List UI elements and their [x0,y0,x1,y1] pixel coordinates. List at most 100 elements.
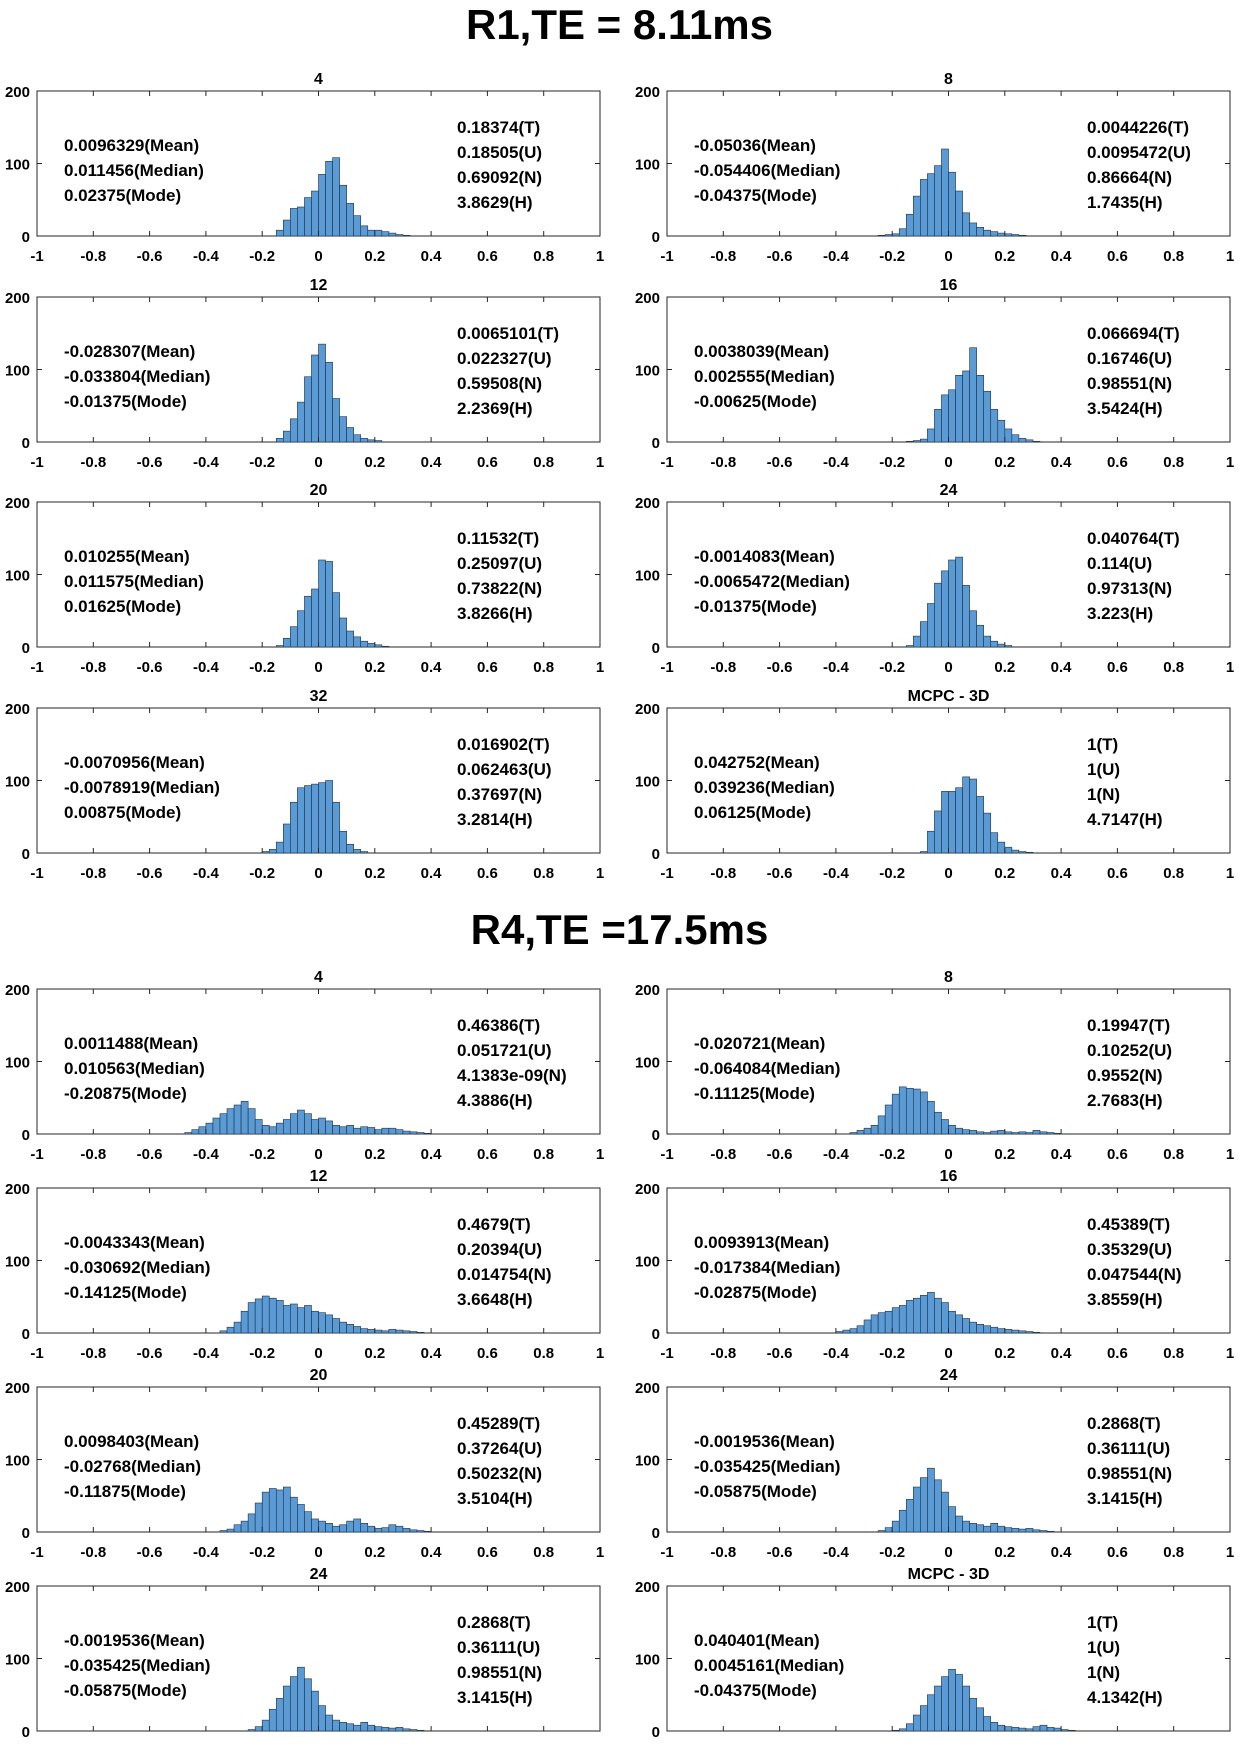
histogram-bar [941,791,949,854]
histogram-bar [318,1117,326,1135]
histogram-bar [226,1326,235,1334]
y-tick-label: 0 [22,1525,30,1542]
histogram-bar [990,1326,999,1334]
histogram-bar [877,1530,886,1533]
stats-left-line: 0.02375(Mode) [64,186,181,205]
x-tick-label: 0.4 [421,1345,443,1362]
histogram-bar [325,561,333,648]
stats-right-line: 0.066694(T) [1087,324,1180,343]
stats-left-line: -0.11875(Mode) [64,1482,186,1501]
histogram-bar [297,1109,305,1135]
histogram-bar [941,1676,949,1732]
histogram-bar [254,1298,263,1334]
x-tick-label: 0.6 [1107,454,1128,471]
histogram-bar [969,1523,977,1533]
x-tick-label: -1 [30,1544,43,1561]
x-tick-label: 0 [314,1544,322,1561]
x-tick-label: -1 [660,659,673,676]
histogram-bar [891,1307,900,1334]
histogram-bar [969,222,977,237]
histogram-bar [1046,1530,1055,1533]
panel-title: 4 [314,969,323,986]
histogram-bar [339,617,347,648]
histogram-bar [1032,1331,1041,1334]
histogram-bar [290,801,298,854]
x-tick-label: -0.8 [710,454,736,471]
x-tick-label: 1 [1226,248,1234,265]
histogram-bar [283,823,291,854]
x-tick-label: 1 [1226,1345,1234,1362]
histogram-bar [304,1678,312,1732]
histogram-bar [920,1705,928,1732]
histogram-bar [962,1685,970,1732]
y-tick-label: 100 [635,157,660,174]
histogram-bar [275,1300,284,1334]
histogram-bar [318,559,326,648]
histogram-panel: -1 -0.8 -0.6 -0.4 -0.2 0 0.2 0.4 0.6 0.8 1 0 100 200 1… [635,277,1234,471]
y-tick-label: 0 [652,1525,660,1542]
x-tick-label: 0.2 [994,1146,1015,1163]
histogram-bar [990,1523,999,1533]
histogram-bar [891,1093,900,1135]
histogram-bar [948,1669,956,1732]
histogram-bar [283,1685,291,1732]
histogram-bar [969,778,977,854]
stats-right-line: 0.97313(N) [1087,579,1172,598]
x-tick-label: 0.2 [364,454,385,471]
histogram-bar [402,1728,411,1732]
stats-left-line: 0.0038039(Mean) [694,342,829,361]
y-tick-label: 100 [635,363,660,380]
x-tick-label: 0 [944,1146,952,1163]
stats-left-line: -0.05036(Mean) [694,136,816,155]
x-tick-label: -0.6 [767,248,793,265]
histogram-bar [948,559,956,648]
histogram-bar [402,234,411,237]
histogram-panel: -1 -0.8 -0.6 -0.4 -0.2 0 0.2 0.4 0.6 0.8 1 0 100 200 3… [5,688,604,882]
histogram-bar [219,1330,228,1334]
y-tick-label: 200 [635,982,660,999]
histogram-panel: -1 -0.8 -0.6 -0.4 -0.2 0 0.2 0.4 0.6 0.8 1 0 100 200 1… [635,1168,1234,1362]
histogram-bar [297,1307,305,1334]
stats-right-line: 0.114(U) [1087,554,1152,573]
histogram-bar [388,1329,397,1334]
histogram-bar [1032,1726,1041,1732]
histogram-bar [374,644,383,648]
x-tick-label: -0.6 [137,454,163,471]
stats-right-line: 0.46386(T) [457,1016,540,1035]
histogram-bar [332,1719,340,1732]
histogram-bar [283,1305,291,1334]
histogram-bar [877,1312,886,1334]
x-tick-label: 0.8 [1163,659,1184,676]
histogram-bar [983,1325,992,1334]
histogram-panel: -1 -0.8 -0.6 -0.4 -0.2 0 0.2 0.4 0.6 0.8 1 0 100 200 2… [635,1367,1234,1561]
histogram-bar [339,184,347,237]
stats-right-line: 1(T) [1087,735,1118,754]
histogram-bar [983,1132,992,1135]
y-tick-label: 200 [635,290,660,307]
x-tick-label: 0.6 [1107,865,1128,882]
x-tick-label: 0.4 [421,1544,443,1561]
histogram-bar [1025,1132,1034,1135]
stats-left-line: -0.0019536(Mean) [64,1631,205,1650]
histogram-bar [402,1528,411,1533]
histogram-bar [346,1520,354,1533]
histogram-bar [920,1295,928,1334]
x-tick-label: 0.6 [477,454,498,471]
stats-right-line: 3.1415(H) [457,1688,533,1707]
histogram-bar [1004,1329,1013,1334]
histogram-bar [318,343,326,443]
histogram-bar [1004,846,1013,854]
y-tick-label: 200 [5,290,30,307]
histogram-bar [388,232,397,237]
x-tick-label: -0.6 [137,659,163,676]
histogram-bar [381,231,390,237]
histogram-bar [381,1330,390,1334]
histogram-bar [898,228,907,237]
stats-left-line: -0.0078919(Median) [64,778,220,797]
x-tick-label: 1 [596,865,604,882]
histogram-bar [318,1312,326,1334]
histogram-bar [290,418,298,443]
x-tick-label: -0.2 [249,1146,275,1163]
histogram-bar [948,1125,956,1135]
stats-right-line: 0.016902(T) [457,735,550,754]
